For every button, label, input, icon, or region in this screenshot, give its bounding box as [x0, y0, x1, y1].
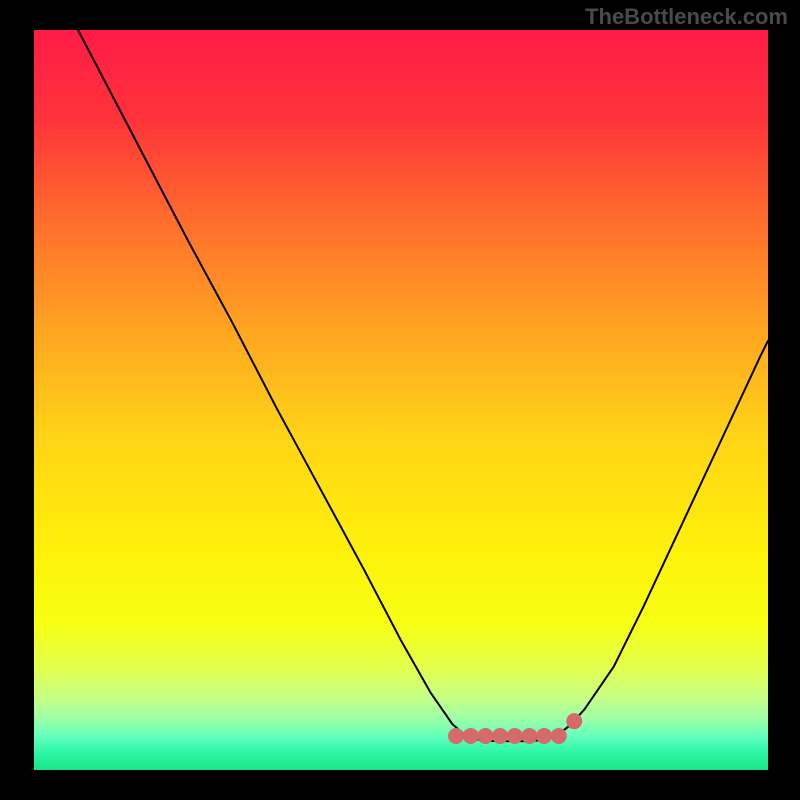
chart-plot-area: [34, 30, 768, 770]
watermark-text: TheBottleneck.com: [585, 4, 788, 30]
marker-dot: [477, 728, 493, 744]
marker-dot: [448, 728, 464, 744]
marker-dot: [566, 713, 582, 729]
marker-dot: [551, 728, 567, 744]
marker-dot: [463, 728, 479, 744]
marker-dot: [521, 728, 537, 744]
chart-background: [34, 30, 768, 770]
marker-dot: [507, 728, 523, 744]
chart-svg: [34, 30, 768, 770]
marker-dot: [536, 728, 552, 744]
marker-dot: [492, 728, 508, 744]
